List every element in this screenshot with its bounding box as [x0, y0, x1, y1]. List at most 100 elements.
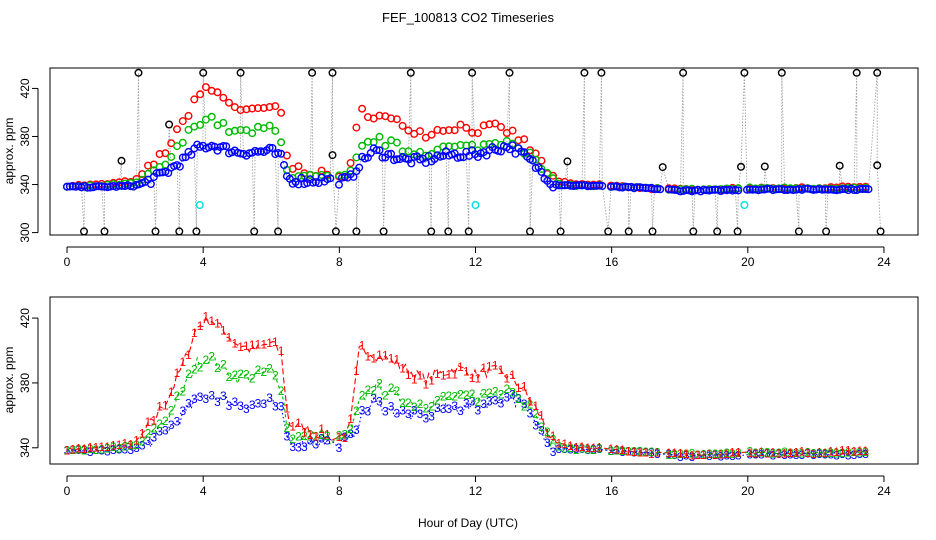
bottom-series-2-point: 2	[156, 417, 163, 431]
top-series-2-point	[375, 132, 384, 141]
bottom-series-1-point: 1	[359, 338, 366, 352]
bottom-series-3-point: 3	[139, 439, 146, 453]
bottom-series-2-point: 2	[677, 447, 684, 461]
bottom-series-2-point: 2	[64, 444, 71, 458]
top-outlier-point	[873, 161, 882, 170]
bottom-series-3-point: 3	[561, 442, 568, 456]
bottom-series-2-point: 2	[700, 447, 707, 461]
bottom-series-2-point: 2	[399, 396, 406, 410]
top-series-2-point	[404, 147, 413, 156]
bottom-series-2-point: 2	[642, 445, 649, 459]
bottom-series-2-point: 2	[295, 429, 302, 443]
bottom-series-1-point: 1	[64, 444, 71, 458]
top-outlier-point	[505, 68, 514, 77]
bottom-series-2-point: 2	[596, 442, 603, 456]
bottom-series-3-point: 3	[770, 448, 777, 462]
bottom-series-2-point: 2	[457, 388, 464, 402]
bottom-series-3-point: 3	[856, 447, 863, 461]
top-series-3-point	[372, 146, 381, 155]
bottom-series-1-point: 1	[231, 336, 238, 350]
bottom-series-2-point: 2	[833, 447, 840, 461]
bottom-series-3-point: 3	[64, 444, 71, 458]
bottom-series-1-point: 1	[550, 429, 557, 443]
bottom-series-1-point: 1	[619, 443, 626, 457]
bottom-series-1-point: 1	[637, 446, 644, 460]
bottom-series-1-point: 1	[556, 437, 563, 451]
bottom-series-1-point: 1	[208, 314, 215, 328]
bottom-series-1-point: 1	[492, 358, 499, 372]
bottom-series-3-point: 3	[203, 392, 210, 406]
bottom-series-2-point: 2	[521, 399, 528, 413]
bottom-y-axis-label: approx. ppm	[2, 347, 16, 414]
bottom-series-2-point: 2	[590, 443, 597, 457]
top-series-3-point	[826, 185, 835, 194]
bottom-series-2-point: 2	[781, 445, 788, 459]
top-outlier-point	[597, 68, 606, 77]
bottom-series-2-point: 2	[318, 428, 325, 442]
bottom-series-3-point: 3	[706, 449, 713, 463]
bottom-series-1-point: 1	[81, 442, 88, 456]
bottom-series-1-point: 1	[665, 446, 672, 460]
top-series-1-point	[213, 88, 222, 97]
bottom-series-2-point: 2	[127, 439, 134, 453]
bottom-series-1-point: 1	[278, 344, 285, 358]
top-series-3-point	[297, 173, 306, 182]
top-series-2-point	[172, 142, 181, 151]
top-outlier-point	[151, 227, 160, 236]
bottom-series-1-point: 1	[272, 335, 279, 349]
bottom-series-2-point: 2	[162, 414, 169, 428]
top-series-3-point	[824, 185, 833, 194]
top-series-3-point	[155, 168, 164, 177]
top-series-2-point	[346, 166, 355, 175]
bottom-series-1-point: 1	[509, 368, 516, 382]
bottom-series-3-point: 3	[457, 404, 464, 418]
top-series-3-point	[152, 169, 161, 178]
bottom-series-3-point: 3	[480, 397, 487, 411]
bottom-series-3-point: 3	[509, 388, 516, 402]
top-series-3-point	[855, 184, 864, 193]
bottom-series-1-point: 1	[295, 416, 302, 430]
bottom-series-2-point: 2	[654, 446, 661, 460]
top-series-1-point	[155, 149, 164, 158]
top-series-3-point	[780, 185, 789, 194]
top-series-1-point	[224, 98, 233, 107]
bottom-series-1-point: 1	[226, 330, 233, 344]
bottom-series-3-point: 3	[527, 407, 534, 421]
bottom-x-axis: 0 4 8 12 16 20 24	[64, 475, 891, 498]
bottom-series-3-point: 3	[133, 441, 140, 455]
top-series-1-point	[358, 104, 367, 113]
bottom-series-1-point: 1	[87, 441, 94, 455]
bottom-series-2-point: 2	[284, 421, 291, 435]
bottom-series-2-point: 2	[87, 442, 94, 456]
bottom-series-2-point: 2	[243, 367, 250, 381]
bottom-series-1-point: 1	[694, 448, 701, 462]
bottom-series-3-point: 3	[729, 449, 736, 463]
bottom-series-3-point: 3	[422, 412, 429, 426]
top-series-3-point	[117, 181, 126, 190]
bottom-series-1-line	[66, 314, 869, 456]
bottom-series-1-point: 1	[457, 360, 464, 374]
bottom-series-1-point: 1	[810, 447, 817, 461]
bottom-series-3-point: 3	[359, 403, 366, 417]
top-y-axis: 300 340 380 420	[18, 78, 39, 243]
bottom-series-1-point: 1	[93, 441, 100, 455]
top-series-2-point	[277, 138, 286, 147]
bottom-series-1-point: 1	[365, 350, 372, 364]
top-outlier-point	[737, 162, 746, 171]
bottom-series-3-point: 3	[579, 442, 586, 456]
bottom-series-2-point: 2	[411, 400, 418, 414]
bottom-series-1-point: 1	[150, 414, 157, 428]
top-outlier-point	[580, 68, 589, 77]
bottom-series-3-point: 3	[544, 436, 551, 450]
bottom-series-1-point: 1	[608, 442, 615, 456]
bottom-series-3-point: 3	[162, 423, 169, 437]
bottom-series-1-point: 1	[446, 367, 453, 381]
bottom-series-2-point: 2	[214, 361, 221, 375]
bottom-series-2-point: 2	[110, 440, 117, 454]
bottom-series-3-point: 3	[428, 410, 435, 424]
top-x-tick-label: 12	[469, 255, 483, 269]
bottom-series-3-point: 3	[231, 395, 238, 409]
bottom-series-3-point: 3	[434, 401, 441, 415]
bottom-series-3-point: 3	[833, 448, 840, 462]
bottom-series-1-point: 1	[573, 441, 580, 455]
